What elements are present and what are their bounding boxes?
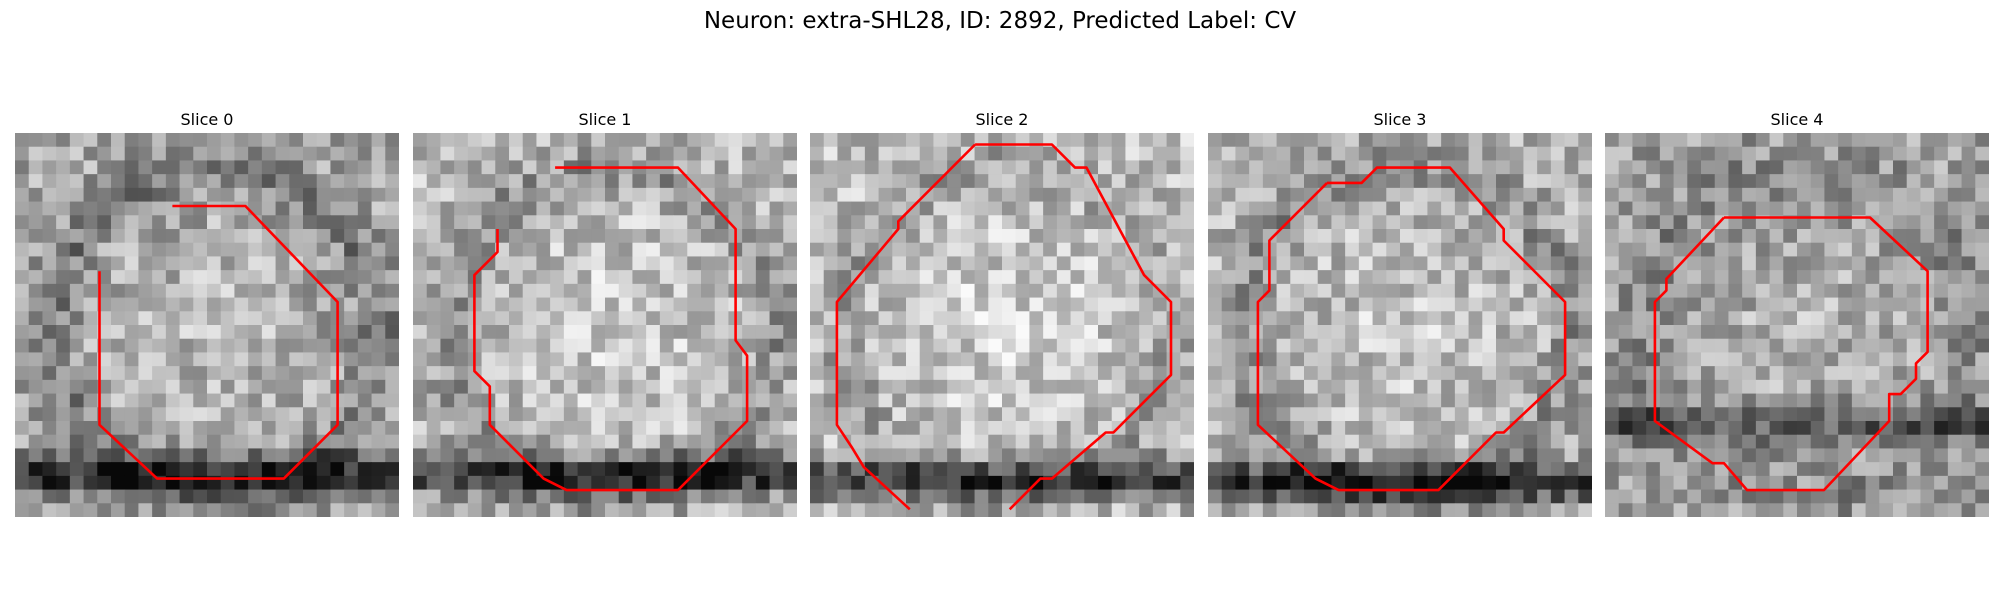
figure-title: Neuron: extra-SHL28, ID: 2892, Predicted… xyxy=(703,8,1297,34)
slice-panel-0: Slice 0 xyxy=(15,108,399,528)
slice-image xyxy=(413,133,797,517)
slice-image xyxy=(810,133,1194,517)
slice-title: Slice 1 xyxy=(578,110,632,129)
pixel-grid xyxy=(15,133,399,517)
slice-panel-2: Slice 2 xyxy=(810,108,1194,528)
slice-title: Slice 2 xyxy=(975,110,1029,129)
segmentation-contour xyxy=(98,204,339,480)
pixel-grid xyxy=(1605,133,1989,517)
slice-panel-3: Slice 3 xyxy=(1208,108,1592,528)
slice-panel-1: Slice 1 xyxy=(413,108,797,528)
slice-image xyxy=(1208,133,1592,517)
slice-title: Slice 3 xyxy=(1373,110,1427,129)
slice-image xyxy=(1605,133,1989,517)
segmentation-contour xyxy=(835,143,1173,511)
slice-title: Slice 4 xyxy=(1770,110,1824,129)
pixel-grid xyxy=(810,133,1194,517)
segmentation-contour xyxy=(473,166,749,492)
segmentation-contour xyxy=(1653,216,1929,492)
pixel-grid xyxy=(413,133,797,517)
slice-title: Slice 0 xyxy=(180,110,234,129)
slice-image xyxy=(15,133,399,517)
slice-panel-4: Slice 4 xyxy=(1605,108,1989,528)
segmentation-contour xyxy=(1256,166,1567,492)
pixel-grid xyxy=(1208,133,1592,517)
